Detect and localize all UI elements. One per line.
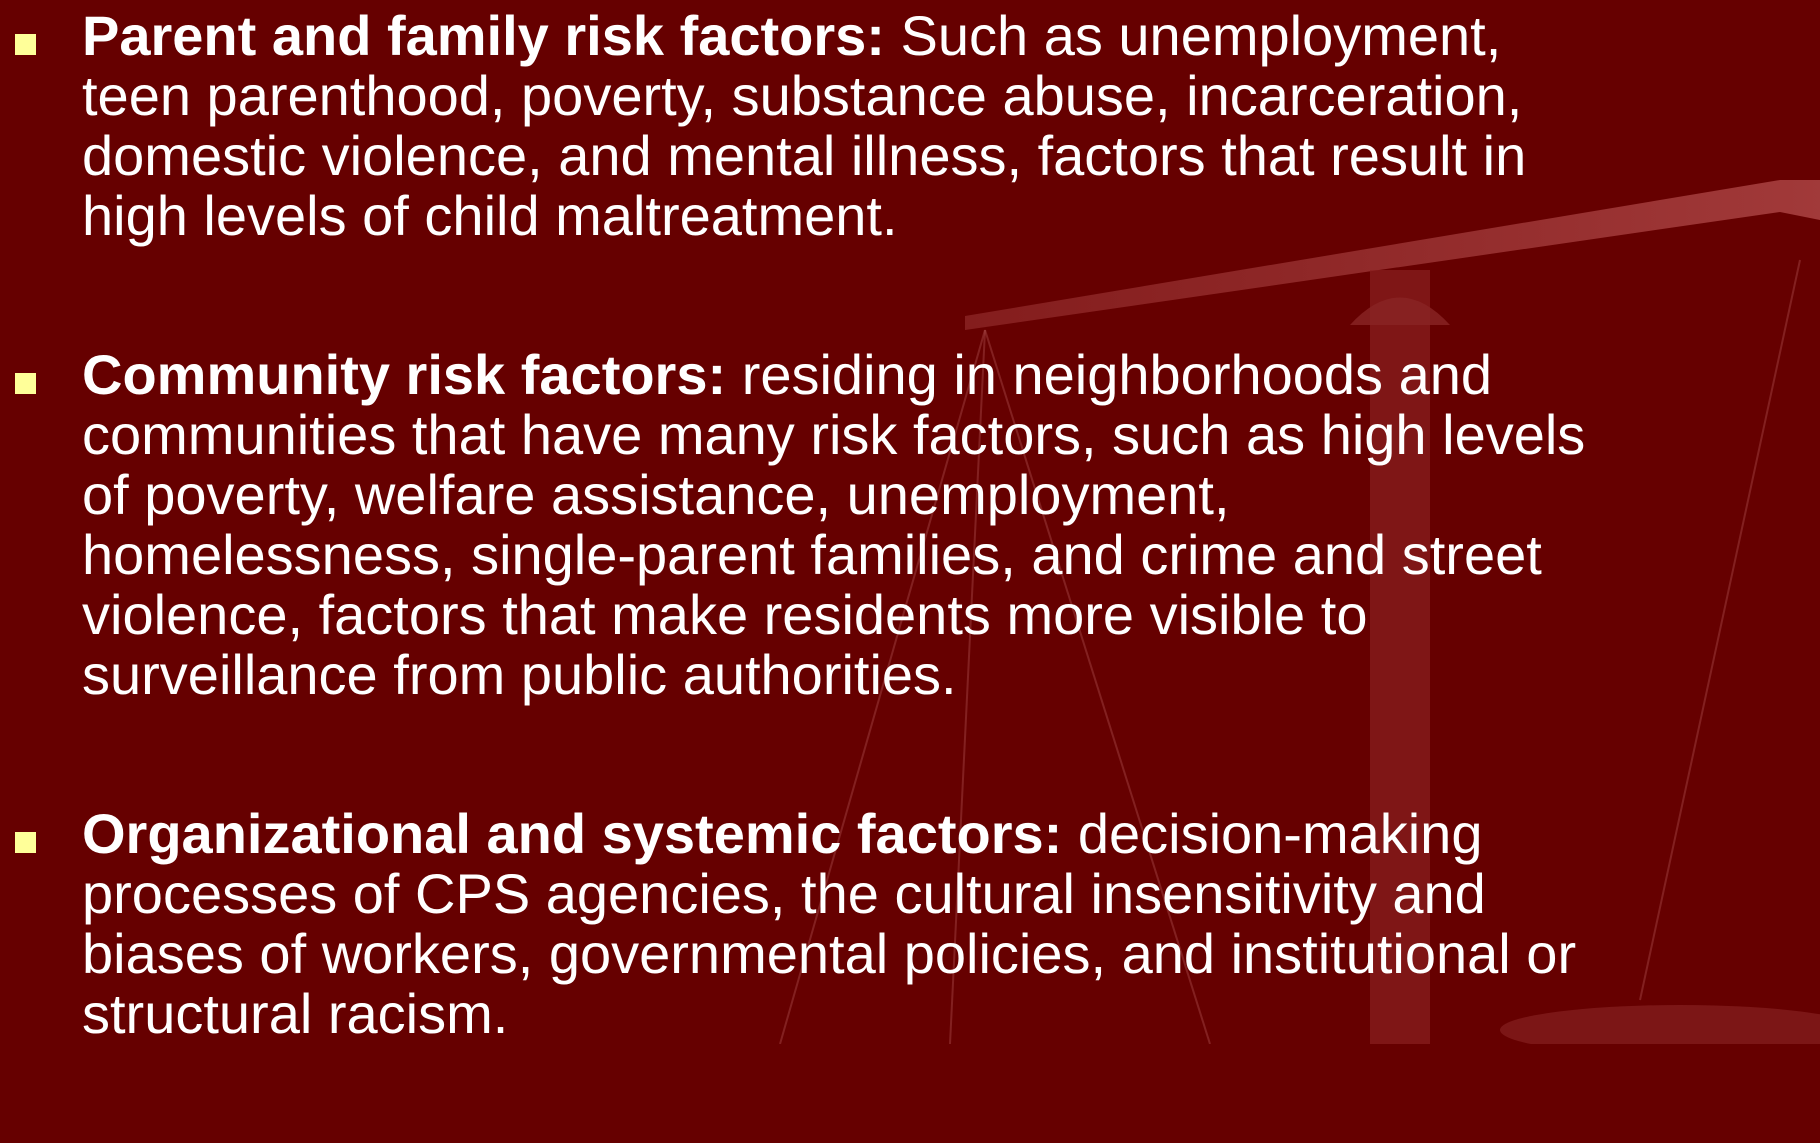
- text-line: high levels of child maltreatment.: [82, 186, 1820, 246]
- item-text: Such as unemployment,: [884, 4, 1502, 67]
- text-line: Parent and family risk factors: Such as …: [82, 6, 1820, 66]
- text-line: Organizational and systemic factors: dec…: [82, 804, 1820, 864]
- item-text: teen parenthood, poverty, substance abus…: [82, 64, 1523, 127]
- text-line: of poverty, welfare assistance, unemploy…: [82, 465, 1820, 525]
- item-label: Community risk factors:: [82, 343, 727, 406]
- item-label: Organizational and systemic factors:: [82, 802, 1063, 865]
- text-line: violence, factors that make residents mo…: [82, 585, 1820, 645]
- item-text: biases of workers, governmental policies…: [82, 922, 1577, 985]
- text-line: surveillance from public authorities.: [82, 645, 1820, 705]
- item-text: decision-making: [1062, 802, 1483, 865]
- slide: Parent and family risk factors: Such as …: [15, 5, 1820, 1044]
- scales-backdrop: [779, 180, 1820, 1044]
- list-item: Parent and family risk factors: Such as …: [0, 6, 1820, 246]
- text-line: teen parenthood, poverty, substance abus…: [82, 66, 1820, 126]
- bullet-list: Parent and family risk factors: Such as …: [0, 6, 1820, 1143]
- item-text: processes of CPS agencies, the cultural …: [82, 862, 1486, 925]
- list-item: Organizational and systemic factors: dec…: [0, 804, 1820, 1044]
- text-line: domestic violence, and mental illness, f…: [82, 126, 1820, 186]
- item-text: surveillance from public authorities.: [82, 643, 957, 706]
- item-text: high levels of child maltreatment.: [82, 184, 898, 247]
- item-text: structural racism.: [82, 982, 509, 1045]
- item-label: Parent and family risk factors:: [82, 4, 885, 67]
- item-text: domestic violence, and mental illness, f…: [82, 124, 1527, 187]
- text-line: biases of workers, governmental policies…: [82, 924, 1820, 984]
- text-line: processes of CPS agencies, the cultural …: [82, 864, 1820, 924]
- item-text: communities that have many risk factors,…: [82, 403, 1586, 466]
- bullet: [15, 34, 36, 55]
- item-text: violence, factors that make residents mo…: [82, 583, 1368, 646]
- bullet: [15, 832, 36, 853]
- item-text: homelessness, single-parent families, an…: [82, 523, 1542, 586]
- text-line: communities that have many risk factors,…: [82, 405, 1820, 465]
- bullet: [15, 373, 36, 394]
- text-line: Community risk factors: residing in neig…: [82, 345, 1820, 405]
- list-item: Community risk factors: residing in neig…: [0, 345, 1820, 705]
- item-text: residing in neighborhoods and: [726, 343, 1493, 406]
- text-line: homelessness, single-parent families, an…: [82, 525, 1820, 585]
- item-text: of poverty, welfare assistance, unemploy…: [82, 463, 1230, 526]
- text-line: structural racism.: [82, 984, 1820, 1044]
